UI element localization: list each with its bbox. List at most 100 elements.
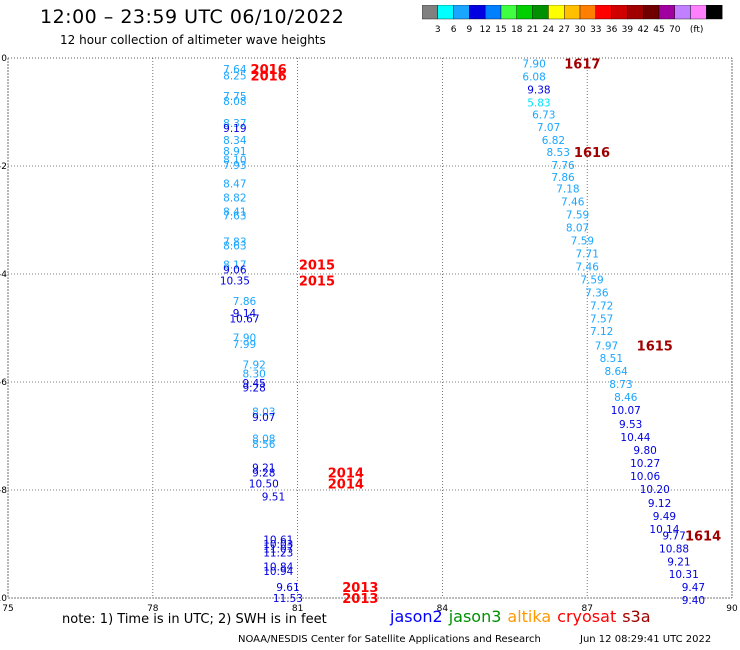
x-tick-label: 84	[437, 604, 449, 614]
wave-height-label: 8.17	[223, 259, 246, 271]
wave-height-label: 10.20	[640, 484, 670, 496]
x-tick-label: 78	[147, 604, 159, 614]
wave-height-label: 9.61	[276, 582, 299, 594]
wave-height-label: 8.82	[223, 192, 246, 204]
time-label: 2016	[251, 63, 287, 78]
color-scale-label: 18	[511, 25, 523, 35]
wave-height-label: 10.88	[659, 543, 689, 555]
wave-height-label: 9.07	[252, 412, 275, 424]
wave-height-label: 9.80	[633, 445, 656, 457]
time-label: 2013	[342, 592, 378, 607]
wave-height-label: 10.44	[620, 432, 650, 444]
wave-height-label: 7.86	[233, 296, 257, 308]
wave-height-label: 7.71	[576, 248, 599, 260]
wave-height-label: 7.97	[595, 340, 618, 352]
wave-height-label: 9.45	[242, 378, 265, 390]
wave-height-label: 8.10	[223, 155, 246, 167]
wave-height-label: 6.82	[542, 135, 565, 147]
wave-height-label: 10.14	[649, 524, 679, 536]
wave-height-label: 7.93	[223, 160, 246, 172]
wave-height-label: 8.25	[223, 70, 246, 82]
y-tick-label: -8	[0, 486, 7, 496]
x-tick-label: 81	[292, 604, 303, 614]
wave-height-label: 5.83	[527, 97, 550, 109]
wave-height-label: 7.90	[522, 58, 545, 70]
wave-height-label: 8.37	[223, 118, 246, 130]
generated-timestamp: Jun 12 08:29:41 UTC 2022	[580, 634, 712, 645]
chart-subtitle: 12 hour collection of altimeter wave hei…	[60, 33, 326, 47]
x-tick-label: 90	[726, 604, 738, 614]
wave-height-label: 7.92	[242, 360, 265, 372]
color-scale-label: 33	[590, 25, 601, 35]
wave-height-label: 7.18	[556, 184, 579, 196]
wave-height-label: 7.83	[223, 237, 246, 249]
time-label: 1614	[685, 529, 721, 544]
wave-height-label: 7.59	[571, 236, 594, 248]
y-tick-label: -10	[0, 594, 7, 604]
time-label: 1615	[637, 339, 673, 354]
wave-height-label: 8.34	[223, 135, 247, 147]
time-label: 2016	[251, 69, 287, 84]
wave-height-label: 9.47	[682, 582, 705, 594]
wave-height-label: 7.63	[223, 211, 246, 223]
wave-height-label: 7.57	[590, 313, 613, 325]
wave-height-label: 9.40	[682, 595, 705, 607]
wave-height-label: 9.77	[662, 530, 685, 542]
wave-height-label: 10.84	[263, 562, 293, 574]
wave-height-label: 8.73	[609, 379, 632, 391]
wave-height-label: 9.38	[527, 84, 550, 96]
wave-height-label: 9.06	[223, 265, 247, 277]
chart-title: 12:00 – 23:59 UTC 06/10/2022	[40, 6, 345, 28]
time-label: 2014	[328, 467, 364, 482]
wave-height-label: 9.14	[233, 308, 257, 320]
wave-height-label: 7.07	[537, 122, 560, 134]
wave-height-label: 8.47	[223, 178, 246, 190]
color-scale-label: 30	[574, 25, 586, 35]
wave-height-label: 10.94	[263, 566, 293, 578]
time-label: 2015	[299, 258, 335, 273]
wave-height-label: 8.91	[223, 146, 246, 158]
wave-height-label: 11.07	[263, 543, 293, 555]
wave-height-label: 8.53	[547, 147, 570, 159]
color-scale-label: 3	[435, 25, 441, 35]
wave-height-label: 8.30	[242, 368, 265, 380]
satellite-cryosat: cryosat	[557, 607, 617, 626]
wave-height-label: 7.46	[561, 197, 585, 209]
color-scale-label: 6	[451, 25, 457, 35]
wave-height-label: 9.53	[619, 419, 642, 431]
wave-height-label: 10.06	[630, 471, 660, 483]
satellite-altika: altika	[507, 607, 552, 626]
color-scale-label: 12	[479, 25, 490, 35]
y-tick-label: 0	[1, 54, 7, 64]
x-tick-label: 75	[2, 604, 13, 614]
time-label: 2015	[299, 274, 335, 289]
wave-height-label: 8.46	[614, 392, 638, 404]
time-label: 2013	[342, 581, 378, 596]
wave-height-label: 7.12	[590, 326, 613, 338]
color-scale-label: 36	[606, 25, 618, 35]
wave-height-label: 8.51	[600, 353, 623, 365]
color-scale-label: 70	[669, 25, 681, 35]
time-label: 2014	[328, 478, 364, 493]
wave-height-label: 7.46	[576, 261, 600, 273]
wave-height-label: 7.86	[551, 172, 575, 184]
color-scale-label: 27	[558, 25, 569, 35]
color-scale-label: 45	[653, 25, 664, 35]
wave-height-label: 7.75	[223, 91, 246, 103]
time-label: 1616	[574, 146, 610, 161]
wave-height-label: 9.21	[667, 556, 690, 568]
wave-height-label: 8.63	[223, 240, 246, 252]
color-scale-label: 42	[637, 25, 648, 35]
wave-height-label: 7.72	[590, 300, 613, 312]
wave-height-label: 7.36	[585, 287, 609, 299]
wave-height-label: 10.50	[249, 479, 279, 491]
wave-height-label: 10.31	[669, 569, 699, 581]
wave-height-label: 8.07	[566, 223, 589, 235]
wave-height-label: 10.27	[630, 458, 660, 470]
satellite-legend: jason2 jason3 altika cryosat s3a	[390, 607, 657, 626]
satellite-jason2: jason2	[390, 607, 443, 626]
wave-height-label: 9.49	[653, 511, 676, 523]
satellite-s3a: s3a	[622, 607, 651, 626]
wave-height-label: 7.99	[233, 339, 256, 351]
wave-height-label: 6.08	[522, 71, 545, 83]
